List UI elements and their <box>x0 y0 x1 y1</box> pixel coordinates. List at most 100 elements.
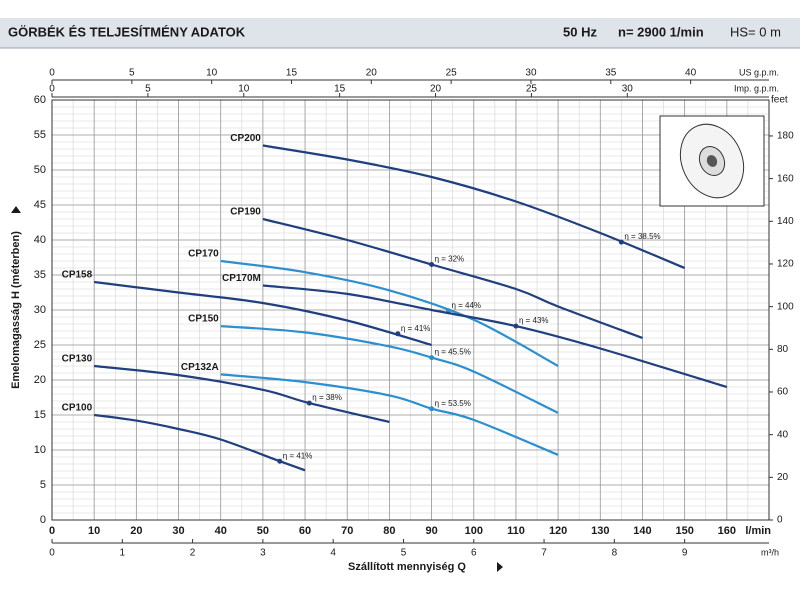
x-tick-label: 70 <box>341 525 353 537</box>
y-tick-label: 0 <box>40 514 46 526</box>
curve-label: CP150 <box>188 314 219 325</box>
x-tick-label: 140 <box>633 525 651 537</box>
secondary-tick-label: 30 <box>622 84 634 95</box>
y-tick-label: 30 <box>34 304 46 316</box>
efficiency-label: η = 32% <box>435 255 465 264</box>
header-hs: HS= 0 m <box>730 24 781 39</box>
efficiency-point <box>429 262 435 267</box>
x-tick-label: 150 <box>675 525 693 537</box>
header-freq: 50 Hz <box>563 24 597 39</box>
y-tick-label: 45 <box>34 199 46 211</box>
pump-curve <box>220 259 559 367</box>
secondary-tick-label: 8 <box>612 548 618 559</box>
impeller-inset <box>659 115 765 207</box>
secondary-tick-label: 7 <box>541 548 547 559</box>
x-tick-label: 0 <box>49 525 55 537</box>
plot-frame <box>51 99 770 521</box>
secondary-tick-label: 5 <box>129 68 135 79</box>
curve-label: CP132A <box>181 362 219 373</box>
curve-label: CP158 <box>62 270 93 281</box>
y-arrow <box>11 206 21 213</box>
secondary-tick-label: 1 <box>120 548 126 559</box>
efficiency-point <box>306 400 312 406</box>
efficiency-label: η = 38.5% <box>624 232 660 241</box>
y-tick-label: 40 <box>34 234 46 246</box>
header-speed: n= 2900 1/min <box>618 24 704 39</box>
x-tick-label: 110 <box>507 525 525 537</box>
curve-label: CP130 <box>62 354 93 365</box>
y-tick-label: 35 <box>34 269 46 281</box>
y2-tick-label: 0 <box>777 515 783 526</box>
x-unit: l/min <box>745 525 771 537</box>
y-tick-label: 50 <box>34 164 46 176</box>
efficiency-label: η = 41% <box>401 324 431 333</box>
curve-label: CP100 <box>62 403 93 414</box>
secondary-tick-label: 40 <box>685 68 697 79</box>
efficiency-label: η = 43% <box>519 316 549 325</box>
y-tick-label: 60 <box>34 94 46 106</box>
secondary-axis-unit: Imp. g.p.m. <box>734 83 779 93</box>
efficiency-point <box>618 239 624 245</box>
curve-label: CP190 <box>230 207 261 218</box>
y2-unit: feet <box>771 95 788 106</box>
pump-curve <box>220 373 559 456</box>
efficiency-label: η = 53.5% <box>435 399 471 408</box>
secondary-tick-label: 35 <box>605 68 617 79</box>
y2-tick-label: 40 <box>777 429 789 440</box>
pump-curve <box>94 413 306 472</box>
y-tick-label: 55 <box>34 129 46 141</box>
x-axis-title: Szállított mennyiség Q <box>348 561 466 573</box>
secondary-tick-label: 5 <box>401 548 407 559</box>
x-tick-label: 80 <box>383 525 395 537</box>
x-tick-label: 20 <box>130 525 142 537</box>
efficiency-point <box>429 406 435 412</box>
pump-curve <box>262 144 686 270</box>
y-tick-label: 10 <box>34 444 46 456</box>
x-tick-label: 40 <box>215 525 227 537</box>
secondary-tick-label: 15 <box>334 84 346 95</box>
y2-tick-label: 60 <box>777 387 789 398</box>
x-tick-label: 50 <box>257 525 269 537</box>
secondary-tick-label: 30 <box>525 68 537 79</box>
x-tick-label: 120 <box>549 525 567 537</box>
efficiency-label: η = 38% <box>312 393 342 402</box>
pump-curve <box>262 284 728 389</box>
secondary-tick-label: 4 <box>330 548 336 559</box>
x-tick-label: 130 <box>591 525 609 537</box>
secondary-tick-label: 5 <box>145 84 151 95</box>
secondary-tick-label: 0 <box>49 548 55 559</box>
pump-curve <box>262 217 643 340</box>
pump-curve <box>94 364 390 424</box>
plot: 0 10 20 30 40 50 60 70 80 90 100 110 120 130 140 150 160… <box>34 67 794 558</box>
x-tick-label: 10 <box>88 525 100 537</box>
efficiency-label: η = 41% <box>283 451 313 460</box>
curve-label: CP170M <box>222 273 261 284</box>
efficiency-point <box>513 323 519 329</box>
secondary-tick-label: 6 <box>471 548 477 559</box>
header-title: GÖRBÉK ÉS TELJESÍTMÉNY ADATOK <box>8 24 246 39</box>
y2-tick-label: 180 <box>777 131 794 142</box>
y2-tick-label: 100 <box>777 301 794 312</box>
secondary-tick-label: 0 <box>49 84 55 95</box>
y-axis-title: Emelomagasság H (méterben) <box>10 231 22 389</box>
secondary-tick-label: 20 <box>430 84 442 95</box>
x-tick-label: 60 <box>299 525 311 537</box>
x-arrow <box>497 562 503 572</box>
efficiency-point <box>429 355 435 361</box>
secondary-tick-label: 15 <box>286 68 298 79</box>
efficiency-label: η = 44% <box>451 301 481 310</box>
secondary-tick-label: 25 <box>446 68 458 79</box>
secondary-tick-label: 2 <box>190 548 196 559</box>
secondary-tick-label: 10 <box>206 68 218 79</box>
secondary-tick-label: 9 <box>682 548 688 559</box>
y2-tick-label: 160 <box>777 173 794 184</box>
y-tick-label: 20 <box>34 374 46 386</box>
efficiency-point <box>395 331 401 337</box>
y2-tick-label: 20 <box>777 472 789 483</box>
x-tick-label: 30 <box>172 525 184 537</box>
y-tick-label: 15 <box>34 409 46 421</box>
secondary-tick-label: 3 <box>260 548 266 559</box>
x-tick-label: 90 <box>425 525 437 537</box>
y-tick-label: 5 <box>40 479 46 491</box>
